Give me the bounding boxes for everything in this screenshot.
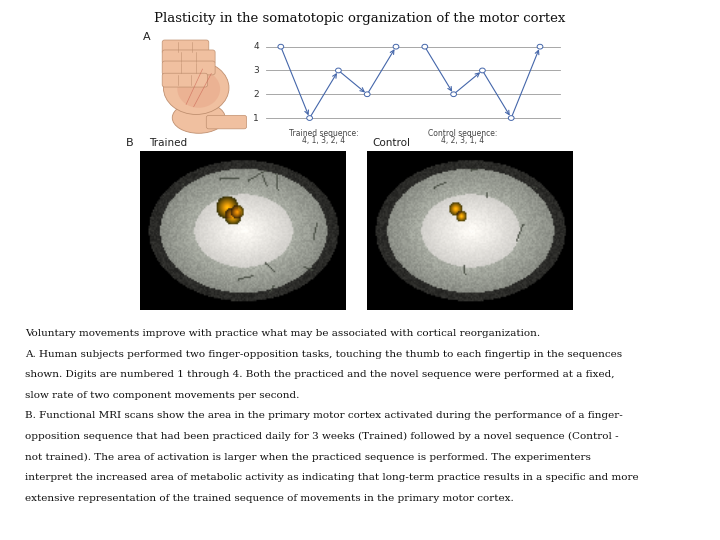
- Text: B. Functional MRI scans show the area in the primary motor cortex activated duri: B. Functional MRI scans show the area in…: [25, 411, 623, 421]
- Text: Trained: Trained: [149, 138, 187, 148]
- Text: opposition sequence that had been practiced daily for 3 weeks (Trained) followed: opposition sequence that had been practi…: [25, 432, 618, 441]
- Text: Control: Control: [372, 138, 410, 148]
- Circle shape: [364, 92, 370, 97]
- Text: Trained sequence:: Trained sequence:: [289, 129, 359, 138]
- Text: Plasticity in the somatotopic organization of the motor cortex: Plasticity in the somatotopic organizati…: [154, 12, 566, 25]
- Circle shape: [508, 116, 514, 120]
- Text: 4, 1, 3, 2, 4: 4, 1, 3, 2, 4: [302, 136, 346, 145]
- Text: 2: 2: [253, 90, 259, 99]
- FancyBboxPatch shape: [206, 116, 246, 129]
- FancyBboxPatch shape: [162, 50, 215, 64]
- Ellipse shape: [172, 102, 225, 133]
- Text: not trained). The area of activation is larger when the practiced sequence is pe: not trained). The area of activation is …: [25, 453, 591, 462]
- Text: shown. Digits are numbered 1 through 4. Both the practiced and the novel sequenc: shown. Digits are numbered 1 through 4. …: [25, 370, 615, 380]
- Text: slow rate of two component movements per second.: slow rate of two component movements per…: [25, 391, 300, 400]
- Circle shape: [177, 70, 220, 108]
- Ellipse shape: [163, 62, 229, 114]
- Circle shape: [537, 44, 543, 49]
- Text: extensive representation of the trained sequence of movements in the primary mot: extensive representation of the trained …: [25, 494, 514, 503]
- Text: A. Human subjects performed two finger-opposition tasks, touching the thumb to e: A. Human subjects performed two finger-o…: [25, 350, 622, 359]
- Text: 1: 1: [253, 113, 259, 123]
- Circle shape: [480, 68, 485, 73]
- Text: 3: 3: [253, 66, 259, 75]
- Text: 4, 2, 3, 1, 4: 4, 2, 3, 1, 4: [441, 136, 484, 145]
- Text: 4: 4: [253, 42, 259, 51]
- Text: interpret the increased area of metabolic activity as indicating that long-term : interpret the increased area of metaboli…: [25, 473, 639, 482]
- Text: Voluntary movements improve with practice what may be associated with cortical r: Voluntary movements improve with practic…: [25, 329, 540, 339]
- Circle shape: [307, 116, 312, 120]
- FancyBboxPatch shape: [162, 40, 209, 54]
- Text: B: B: [126, 138, 134, 148]
- FancyBboxPatch shape: [162, 61, 215, 75]
- Circle shape: [451, 92, 456, 97]
- Circle shape: [422, 44, 428, 49]
- Circle shape: [393, 44, 399, 49]
- FancyBboxPatch shape: [162, 73, 207, 87]
- Circle shape: [278, 44, 284, 49]
- Text: A: A: [143, 32, 150, 43]
- Text: Control sequence:: Control sequence:: [428, 129, 497, 138]
- Circle shape: [336, 68, 341, 73]
